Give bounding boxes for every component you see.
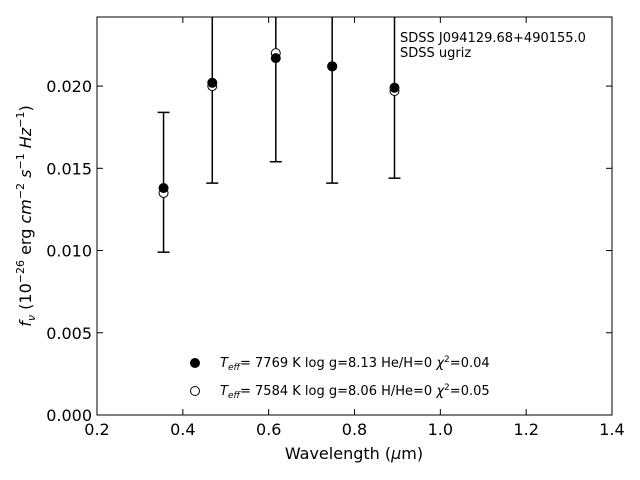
y-tick-label: 0.015	[46, 159, 92, 178]
legend: Teff= 7769 K log g=8.13 He/H=0 χ2=0.04 T…	[190, 355, 490, 401]
y-tick-label: 0.000	[46, 406, 92, 425]
point-filled	[207, 77, 218, 88]
legend-entry-open: Teff= 7584 K log g=8.06 H/He=0 χ2=0.05	[220, 383, 490, 401]
svg-text:fν (10−26 erg cm−2 s−1 Hz−1): fν (10−26 erg cm−2 s−1 Hz−1)	[14, 105, 38, 326]
y-axis-label: fν (10−26 erg cm−2 s−1 Hz−1)	[14, 105, 38, 326]
x-tick-label: 1.2	[513, 420, 538, 439]
y-tick-label: 0.005	[46, 324, 92, 343]
point-filled	[327, 61, 338, 72]
y-tick-labels: 0.000 0.005 0.010 0.015 0.020	[46, 77, 92, 425]
object-name: SDSS J094129.68+490155.0	[400, 31, 586, 46]
point-filled	[389, 82, 400, 93]
axis-ticks	[96, 17, 613, 416]
x-tick-labels: 0.2 0.4 0.6 0.8 1.0 1.2 1.4	[84, 420, 624, 439]
x-tick-label: 0.8	[342, 420, 367, 439]
x-tick-label: 1.4	[599, 420, 624, 439]
x-tick-label: 0.4	[170, 420, 195, 439]
x-tick-label: 1.0	[428, 420, 453, 439]
object-annotation: SDSS J094129.68+490155.0 SDSS ugriz	[400, 31, 586, 61]
plot-layer	[157, 17, 401, 253]
photometry-system: SDSS ugriz	[400, 46, 471, 61]
y-tick-label: 0.010	[46, 242, 92, 261]
legend-marker-filled	[190, 358, 200, 368]
y-tick-label: 0.020	[46, 77, 92, 96]
x-tick-label: 0.6	[256, 420, 281, 439]
legend-marker-open	[190, 386, 200, 396]
legend-entry-filled: Teff= 7769 K log g=8.13 He/H=0 χ2=0.04	[220, 355, 490, 373]
point-filled	[270, 53, 281, 64]
x-axis-label: Wavelength (μm)	[285, 444, 423, 463]
point-filled	[158, 183, 169, 194]
x-tick-label: 0.2	[84, 420, 109, 439]
